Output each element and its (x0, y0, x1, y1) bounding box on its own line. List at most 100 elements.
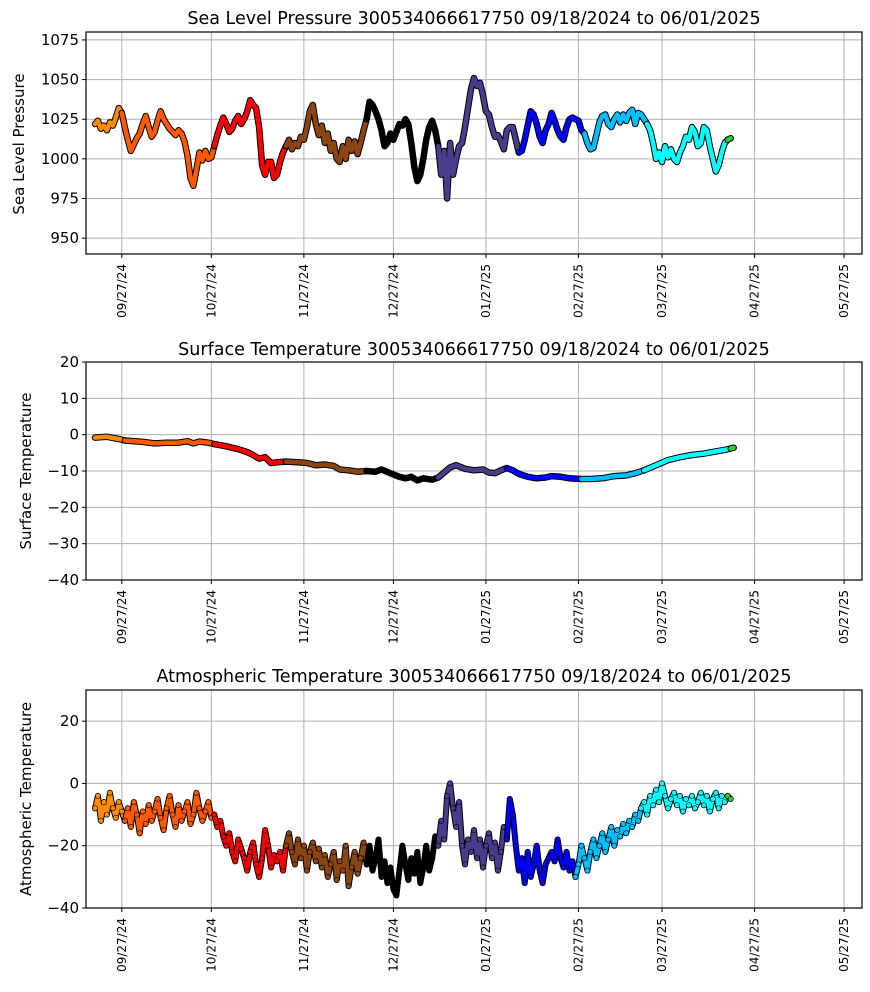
line-segment (643, 120, 731, 175)
line-segment (363, 466, 442, 484)
data-point (632, 811, 639, 818)
data-point (515, 867, 522, 874)
data-point (127, 824, 134, 830)
data-point (232, 858, 239, 865)
data-point (157, 814, 164, 821)
data-point (536, 867, 543, 874)
data-point (101, 799, 107, 805)
data-point (435, 842, 442, 849)
data-point (360, 839, 367, 846)
data-point (692, 805, 698, 812)
data-point (309, 839, 316, 846)
data-point (277, 849, 283, 855)
data-point (503, 836, 510, 843)
scatter-segment (211, 811, 289, 880)
data-point (715, 805, 722, 812)
data-point (306, 849, 313, 855)
line-segment (515, 108, 588, 156)
data-point (530, 861, 537, 868)
y-tick-label: 950 (50, 229, 79, 247)
scatter-segment (283, 830, 370, 890)
data-point (265, 842, 271, 849)
segment-line (725, 135, 733, 143)
segment-line (728, 445, 736, 451)
data-point (297, 855, 304, 862)
data-point (674, 802, 680, 809)
data-point (480, 864, 486, 871)
segment-line (641, 446, 733, 473)
data-point (638, 805, 644, 812)
data-point (587, 849, 594, 855)
x-tick-label: 11/27/24 (297, 264, 311, 318)
data-point (683, 796, 689, 802)
data-point (668, 796, 674, 802)
data-point (291, 861, 298, 868)
y-tick-label: 0 (69, 426, 79, 444)
data-point (509, 811, 516, 818)
x-tick-label: 02/27/25 (571, 918, 585, 972)
data-point (566, 867, 573, 874)
x-tick-label: 10/27/24 (204, 590, 218, 644)
data-point (417, 880, 424, 886)
data-point (405, 877, 412, 883)
y-tick-label: 20 (60, 353, 79, 371)
data-point (181, 808, 188, 815)
data-point (524, 849, 531, 855)
data-point (584, 867, 591, 874)
y-tick-label: 1000 (41, 150, 79, 168)
data-point (220, 833, 227, 840)
data-point (107, 789, 113, 796)
y-tick-label: 20 (60, 712, 79, 730)
data-point (283, 842, 289, 849)
data-point (303, 867, 310, 874)
segment-line (212, 441, 289, 466)
line-segment (640, 445, 734, 474)
segment-line (284, 831, 369, 889)
data-point (199, 817, 206, 824)
data-point (294, 836, 301, 843)
y-tick-label: 0 (69, 774, 79, 792)
plot-frame (85, 31, 863, 255)
data-point (677, 793, 683, 799)
data-point (482, 842, 489, 849)
data-point (223, 842, 230, 849)
segment-line (364, 99, 441, 184)
data-point (268, 864, 274, 871)
segment-line (364, 467, 441, 483)
scatter-segment (121, 789, 218, 837)
data-point (626, 817, 633, 824)
scatter-segment (503, 796, 579, 887)
data-point (241, 855, 248, 862)
data-point (647, 793, 653, 799)
data-point (665, 805, 671, 812)
grid (86, 32, 862, 254)
grid (86, 690, 862, 909)
data-point (653, 786, 659, 793)
segment-line (579, 468, 647, 482)
y-tick-label: −20 (47, 837, 79, 855)
data-point (190, 811, 197, 818)
y-axis-label: Sea Level Pressure (10, 73, 28, 214)
data-point (518, 855, 525, 862)
data-point (115, 799, 122, 805)
data-point (366, 842, 373, 849)
data-point (721, 799, 728, 805)
data-point (151, 808, 158, 815)
y-tick-label: 1050 (41, 71, 79, 89)
x-tick-label: 11/27/24 (297, 590, 311, 644)
data-point (393, 892, 400, 899)
data-point (235, 836, 242, 843)
data-point (196, 805, 203, 812)
data-point (178, 817, 185, 824)
data-point (703, 793, 710, 799)
atmospheric-temperature-panel: Atmospheric Temperature 300534066617750 … (17, 667, 863, 972)
data-point (700, 802, 707, 809)
data-point (694, 799, 701, 805)
data-point (169, 811, 176, 818)
x-tick-label: 09/27/24 (115, 264, 129, 318)
line-segment (118, 108, 218, 190)
data-point (330, 849, 337, 855)
data-point (465, 836, 471, 843)
data-point (689, 793, 695, 799)
line-segment (724, 134, 734, 144)
